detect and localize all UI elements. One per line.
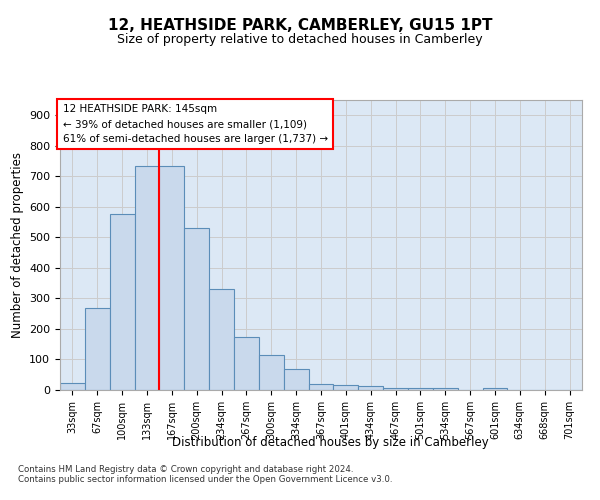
Bar [85, 308, 110, 390]
Text: Contains HM Land Registry data © Crown copyright and database right 2024.: Contains HM Land Registry data © Crown c… [18, 466, 353, 474]
Bar [110, 214, 134, 390]
Text: Size of property relative to detached houses in Camberley: Size of property relative to detached ho… [117, 32, 483, 46]
Bar [408, 388, 433, 390]
Bar [160, 166, 184, 390]
Bar [134, 166, 160, 390]
Text: 12, HEATHSIDE PARK, CAMBERLEY, GU15 1PT: 12, HEATHSIDE PARK, CAMBERLEY, GU15 1PT [108, 18, 492, 32]
Bar [358, 386, 383, 390]
Text: Contains public sector information licensed under the Open Government Licence v3: Contains public sector information licen… [18, 476, 392, 484]
Bar [259, 355, 284, 390]
Bar [60, 384, 85, 390]
Bar [209, 290, 234, 390]
Text: 12 HEATHSIDE PARK: 145sqm
← 39% of detached houses are smaller (1,109)
61% of se: 12 HEATHSIDE PARK: 145sqm ← 39% of detac… [62, 104, 328, 144]
Bar [383, 388, 408, 390]
Bar [284, 369, 308, 390]
Bar [433, 388, 458, 390]
Text: Distribution of detached houses by size in Camberley: Distribution of detached houses by size … [172, 436, 488, 449]
Bar [308, 384, 334, 390]
Bar [234, 338, 259, 390]
Bar [334, 386, 358, 390]
Y-axis label: Number of detached properties: Number of detached properties [11, 152, 23, 338]
Bar [184, 228, 209, 390]
Bar [482, 388, 508, 390]
